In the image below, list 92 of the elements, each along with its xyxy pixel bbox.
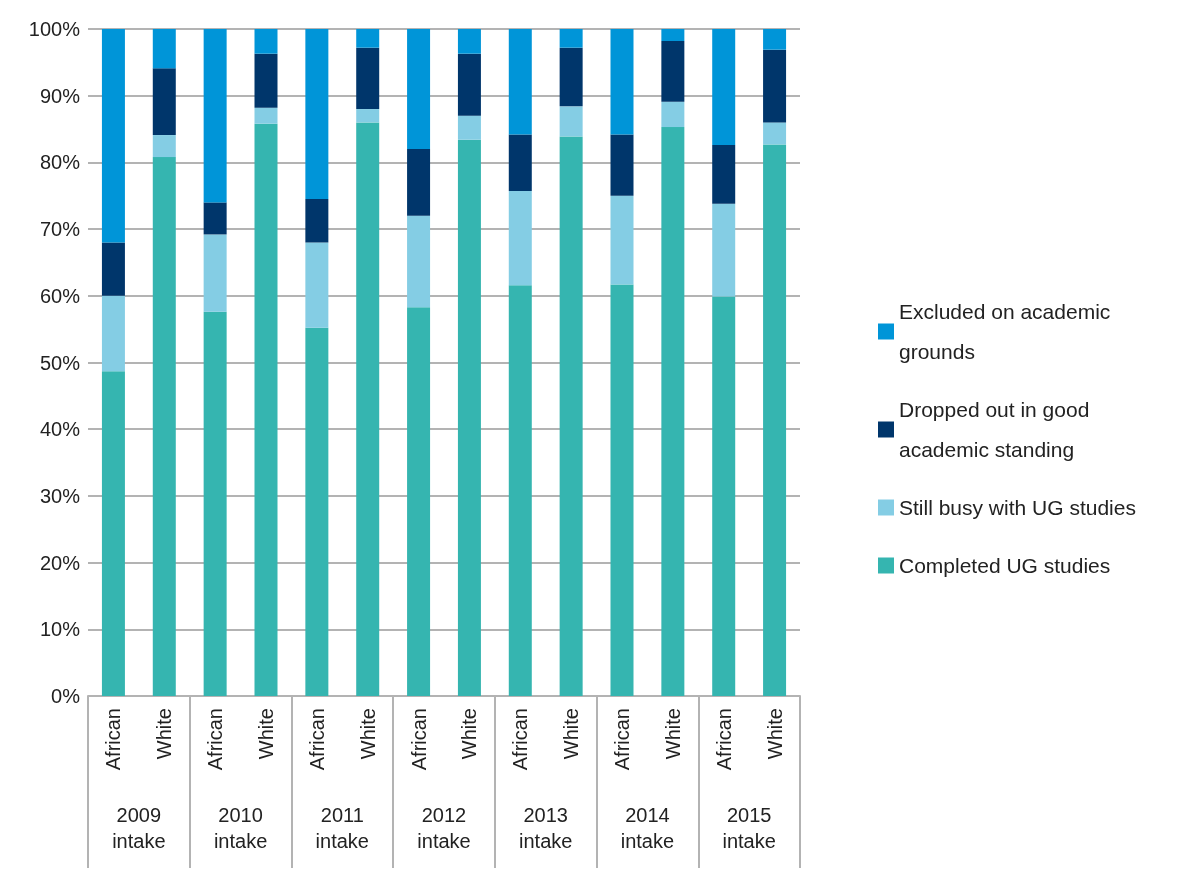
y-tick-label: 10% xyxy=(39,618,81,641)
x-tick-label: White xyxy=(661,708,684,760)
y-tick-label: 70% xyxy=(39,218,81,241)
bar xyxy=(203,29,227,203)
bar xyxy=(254,53,278,108)
x-tick-label: White xyxy=(458,708,481,760)
bar xyxy=(712,145,736,204)
x-tick-label: White xyxy=(255,708,277,760)
bar xyxy=(305,242,329,328)
bar xyxy=(610,284,634,696)
text: 2013 intake xyxy=(519,804,573,852)
x-tick-label: White xyxy=(763,708,786,760)
y-tick-label: 100% xyxy=(28,18,81,40)
bar xyxy=(661,29,685,42)
bar xyxy=(508,29,532,135)
bar xyxy=(407,149,431,216)
bar xyxy=(763,29,787,50)
bar xyxy=(610,134,634,196)
bar xyxy=(152,157,176,696)
bar xyxy=(101,29,125,243)
legend-label: Excluded on academic grounds xyxy=(899,300,1117,363)
bar xyxy=(457,29,481,54)
legend-label: Still busy with UG studies xyxy=(899,496,1136,519)
text: 2009 intake xyxy=(112,804,166,852)
x-tick-label: African xyxy=(305,708,328,771)
bar xyxy=(356,122,380,696)
bar xyxy=(763,144,787,696)
bar xyxy=(254,123,278,696)
y-tick-label: 60% xyxy=(39,284,81,307)
bar xyxy=(407,215,431,308)
bar xyxy=(661,41,685,102)
bar xyxy=(661,101,685,128)
bar xyxy=(203,202,227,235)
bar xyxy=(559,106,583,137)
bar xyxy=(559,136,583,696)
y-tick-label: 30% xyxy=(39,484,81,507)
bar xyxy=(101,295,125,372)
bar xyxy=(356,47,380,110)
x-tick-label: African xyxy=(712,708,735,771)
bar xyxy=(101,371,125,696)
x-tick-label: African xyxy=(204,708,227,771)
bar xyxy=(152,135,176,158)
bar xyxy=(712,29,736,146)
x-tick-label: African xyxy=(407,708,430,771)
bar xyxy=(305,199,329,243)
x-tick-label: African xyxy=(611,708,633,771)
bar xyxy=(203,311,227,696)
text: 2011 intake xyxy=(315,804,369,852)
x-tick-label: White xyxy=(153,708,176,760)
bar xyxy=(152,29,176,69)
x-tick-label: African xyxy=(102,708,125,771)
y-tick-label: 80% xyxy=(39,151,81,174)
bar xyxy=(356,29,380,48)
bar xyxy=(763,49,787,123)
bar xyxy=(610,195,634,285)
x-tick-label: African xyxy=(509,708,532,771)
y-tick-label: 90% xyxy=(39,84,81,107)
bar xyxy=(610,29,634,135)
bar xyxy=(356,109,380,123)
bar xyxy=(457,115,481,140)
bar xyxy=(254,107,278,124)
bar xyxy=(508,285,532,696)
bar xyxy=(305,29,329,200)
bar xyxy=(407,29,431,150)
y-tick-label: 0% xyxy=(51,685,81,707)
bar xyxy=(203,234,227,312)
bar xyxy=(457,139,481,696)
text: 2012 intake xyxy=(417,804,471,852)
text: 2014 intake xyxy=(620,804,675,852)
bar xyxy=(305,327,329,696)
bar xyxy=(254,29,278,54)
bar xyxy=(101,242,125,296)
y-tick-label: 50% xyxy=(39,351,81,374)
bar xyxy=(152,68,176,136)
bar xyxy=(712,203,736,297)
bar xyxy=(508,134,532,192)
bar xyxy=(712,296,736,696)
bar xyxy=(661,127,685,696)
bar xyxy=(559,47,583,107)
legend-label: Dropped out in good academic standing xyxy=(899,398,1096,461)
x-tick-label: White xyxy=(560,708,583,760)
text: 2010 intake xyxy=(213,804,268,852)
bar xyxy=(559,29,583,48)
bar xyxy=(508,191,532,286)
bar xyxy=(407,307,431,696)
y-tick-label: 40% xyxy=(39,418,81,441)
bar xyxy=(457,53,481,116)
y-tick-label: 20% xyxy=(39,551,81,574)
legend-label: Completed UG studies xyxy=(899,554,1111,577)
text: 2015 intake xyxy=(722,804,776,852)
bar xyxy=(763,122,787,145)
x-tick-label: White xyxy=(356,708,379,760)
